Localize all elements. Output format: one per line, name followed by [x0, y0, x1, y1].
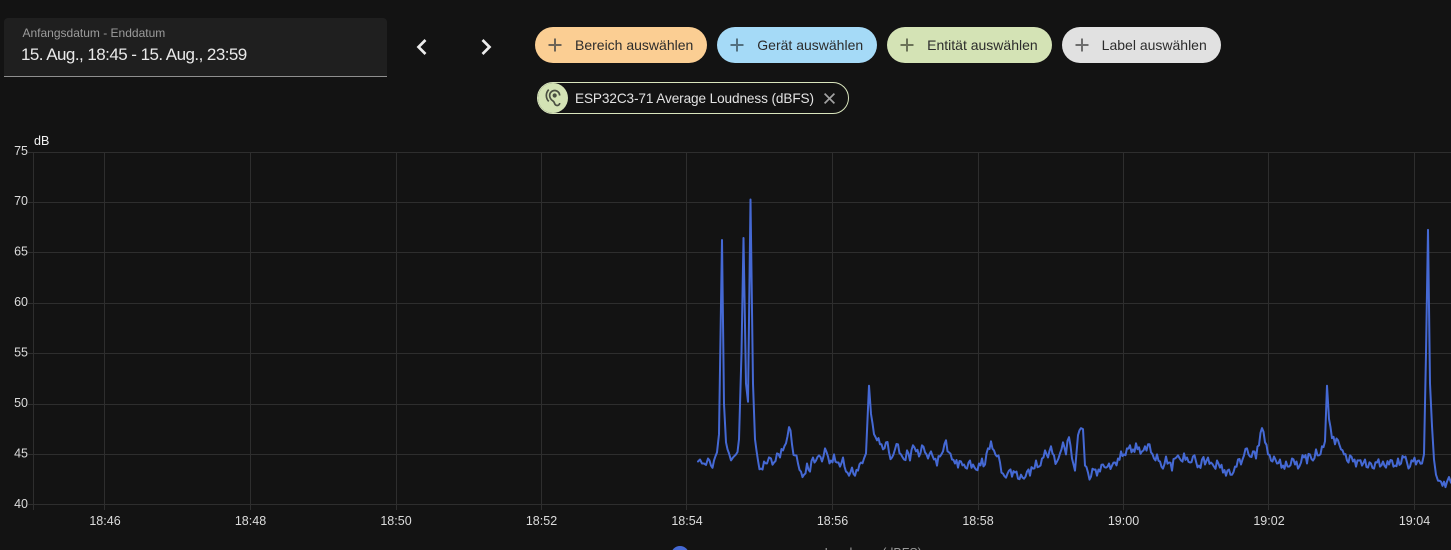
svg-text:75: 75 — [14, 144, 28, 158]
svg-text:50: 50 — [14, 396, 28, 410]
svg-text:18:46: 18:46 — [89, 514, 120, 528]
svg-text:65: 65 — [14, 245, 28, 259]
svg-text:18:48: 18:48 — [235, 514, 266, 528]
svg-text:dB: dB — [34, 134, 49, 148]
svg-text:18:58: 18:58 — [962, 514, 993, 528]
svg-text:18:52: 18:52 — [526, 514, 557, 528]
svg-text:60: 60 — [14, 295, 28, 309]
svg-text:45: 45 — [14, 446, 28, 460]
svg-text:19:04: 19:04 — [1399, 514, 1430, 528]
svg-text:40: 40 — [14, 497, 28, 511]
svg-text:19:02: 19:02 — [1253, 514, 1284, 528]
svg-text:18:54: 18:54 — [671, 514, 702, 528]
svg-text:18:50: 18:50 — [380, 514, 411, 528]
svg-text:19:00: 19:00 — [1108, 514, 1139, 528]
svg-text:70: 70 — [14, 194, 28, 208]
svg-text:55: 55 — [14, 346, 28, 360]
svg-text:18:56: 18:56 — [817, 514, 848, 528]
